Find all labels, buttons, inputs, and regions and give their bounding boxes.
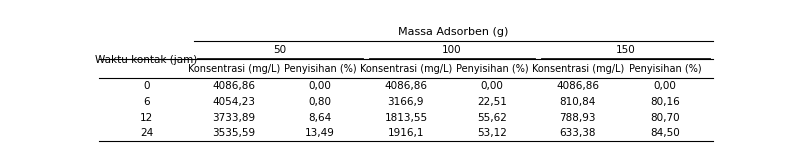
Text: 22,51: 22,51 [477, 97, 507, 107]
Text: 0,80: 0,80 [308, 97, 332, 107]
Text: 3733,89: 3733,89 [212, 112, 256, 122]
Text: 100: 100 [442, 45, 462, 55]
Text: 50: 50 [273, 45, 287, 55]
Text: 3535,59: 3535,59 [212, 128, 256, 138]
Text: Penyisihan (%): Penyisihan (%) [455, 64, 528, 73]
Text: Konsentrasi (mg/L): Konsentrasi (mg/L) [531, 64, 624, 73]
Text: 53,12: 53,12 [477, 128, 507, 138]
Text: Konsentrasi (mg/L): Konsentrasi (mg/L) [360, 64, 452, 73]
Text: 6: 6 [143, 97, 150, 107]
Text: 55,62: 55,62 [477, 112, 507, 122]
Text: 84,50: 84,50 [650, 128, 680, 138]
Text: 150: 150 [615, 45, 635, 55]
Text: 3166,9: 3166,9 [387, 97, 425, 107]
Text: 13,49: 13,49 [305, 128, 335, 138]
Text: Konsentrasi (mg/L): Konsentrasi (mg/L) [188, 64, 280, 73]
Text: 788,93: 788,93 [559, 112, 596, 122]
Text: 0,00: 0,00 [481, 81, 503, 91]
Text: 80,70: 80,70 [650, 112, 680, 122]
Text: 80,16: 80,16 [650, 97, 680, 107]
Text: Penyisihan (%): Penyisihan (%) [629, 64, 702, 73]
Text: Penyisihan (%): Penyisihan (%) [284, 64, 356, 73]
Text: 0,00: 0,00 [309, 81, 331, 91]
Text: 1813,55: 1813,55 [384, 112, 428, 122]
Text: 0: 0 [143, 81, 150, 91]
Text: 4086,86: 4086,86 [556, 81, 600, 91]
Text: 810,84: 810,84 [560, 97, 596, 107]
Text: 12: 12 [140, 112, 153, 122]
Text: 1916,1: 1916,1 [387, 128, 425, 138]
Text: 8,64: 8,64 [308, 112, 332, 122]
Text: 4086,86: 4086,86 [384, 81, 428, 91]
Text: 633,38: 633,38 [559, 128, 596, 138]
Text: Waktu kontak (jam): Waktu kontak (jam) [96, 55, 198, 65]
Text: Massa Adsorben (g): Massa Adsorben (g) [398, 27, 508, 37]
Text: 4086,86: 4086,86 [212, 81, 256, 91]
Text: 24: 24 [140, 128, 153, 138]
Text: 4054,23: 4054,23 [212, 97, 256, 107]
Text: 0,00: 0,00 [653, 81, 676, 91]
